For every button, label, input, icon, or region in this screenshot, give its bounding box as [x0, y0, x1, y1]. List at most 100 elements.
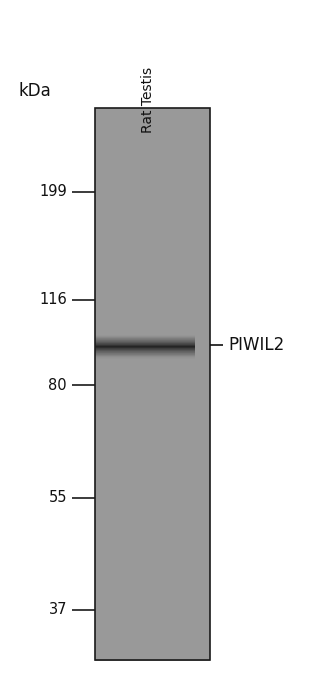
Bar	[95, 178, 210, 180]
Bar	[95, 133, 210, 134]
Bar	[95, 346, 195, 347]
Bar	[95, 342, 195, 343]
Bar	[95, 228, 210, 230]
Bar	[95, 188, 210, 190]
Bar	[95, 351, 210, 353]
Bar	[95, 130, 210, 132]
Bar	[95, 290, 210, 292]
Bar	[95, 462, 210, 464]
Bar	[95, 403, 210, 405]
Bar	[95, 517, 210, 519]
Bar	[95, 657, 210, 659]
Bar	[95, 279, 210, 281]
Bar	[95, 612, 210, 613]
Bar	[95, 481, 210, 482]
Bar	[95, 506, 210, 508]
Bar	[95, 571, 210, 573]
Bar	[95, 202, 210, 204]
Bar	[95, 282, 210, 284]
Bar	[95, 181, 210, 183]
Bar	[95, 204, 210, 206]
Bar	[95, 604, 210, 605]
Bar	[95, 244, 210, 245]
Bar	[95, 334, 210, 336]
Bar	[95, 336, 195, 337]
Bar	[95, 347, 195, 348]
Bar	[95, 369, 210, 370]
Bar	[95, 357, 195, 359]
Bar	[95, 217, 210, 219]
Bar	[95, 578, 210, 580]
Bar	[95, 394, 210, 396]
Bar	[95, 377, 210, 379]
Bar	[95, 559, 210, 561]
Bar	[95, 229, 210, 231]
Bar	[95, 200, 210, 202]
Bar	[95, 407, 210, 410]
Bar	[95, 349, 195, 350]
Bar	[95, 488, 210, 489]
Bar	[95, 145, 210, 147]
Bar	[95, 566, 210, 568]
Bar	[95, 281, 210, 283]
Bar	[95, 585, 210, 587]
Bar	[95, 151, 210, 153]
Bar	[95, 339, 195, 340]
Bar	[95, 163, 210, 165]
Bar	[95, 322, 210, 324]
Bar	[95, 155, 210, 157]
Bar	[95, 115, 210, 117]
Text: 37: 37	[48, 602, 67, 617]
Bar	[95, 109, 210, 111]
Bar	[95, 445, 210, 447]
Bar	[95, 397, 210, 399]
Bar	[95, 215, 210, 217]
Bar	[95, 152, 210, 154]
Text: 55: 55	[48, 490, 67, 506]
Bar	[95, 257, 210, 259]
Bar	[95, 552, 210, 554]
Bar	[95, 605, 210, 606]
Bar	[95, 353, 195, 354]
Bar	[95, 406, 210, 408]
Text: PIWIL2: PIWIL2	[228, 336, 284, 354]
Bar	[95, 361, 210, 362]
Bar	[95, 123, 210, 125]
Bar	[95, 126, 210, 128]
Bar	[95, 402, 210, 404]
Bar	[95, 368, 210, 369]
Bar	[95, 634, 210, 636]
Bar	[95, 245, 210, 246]
Bar	[95, 341, 210, 343]
Bar	[95, 595, 210, 597]
Bar	[95, 311, 210, 313]
Bar	[95, 357, 195, 358]
Bar	[95, 250, 210, 252]
Bar	[95, 489, 210, 490]
Bar	[95, 617, 210, 619]
Bar	[95, 613, 210, 615]
Bar	[95, 594, 210, 595]
Bar	[95, 519, 210, 521]
Bar	[95, 346, 195, 347]
Bar	[95, 492, 210, 493]
Bar	[95, 493, 210, 495]
Bar	[95, 551, 210, 553]
Bar	[95, 267, 210, 269]
Bar	[95, 511, 210, 513]
Bar	[95, 342, 195, 343]
Bar	[95, 159, 210, 161]
Bar	[95, 372, 210, 373]
Bar	[95, 643, 210, 646]
Bar	[95, 143, 210, 144]
Bar	[95, 480, 210, 481]
Bar	[95, 327, 210, 329]
Bar	[95, 308, 210, 310]
Bar	[95, 278, 210, 280]
Bar	[95, 264, 210, 265]
Bar	[95, 112, 210, 114]
Bar	[95, 383, 210, 384]
Bar	[95, 345, 195, 346]
Bar	[95, 338, 210, 340]
Text: 116: 116	[39, 292, 67, 307]
